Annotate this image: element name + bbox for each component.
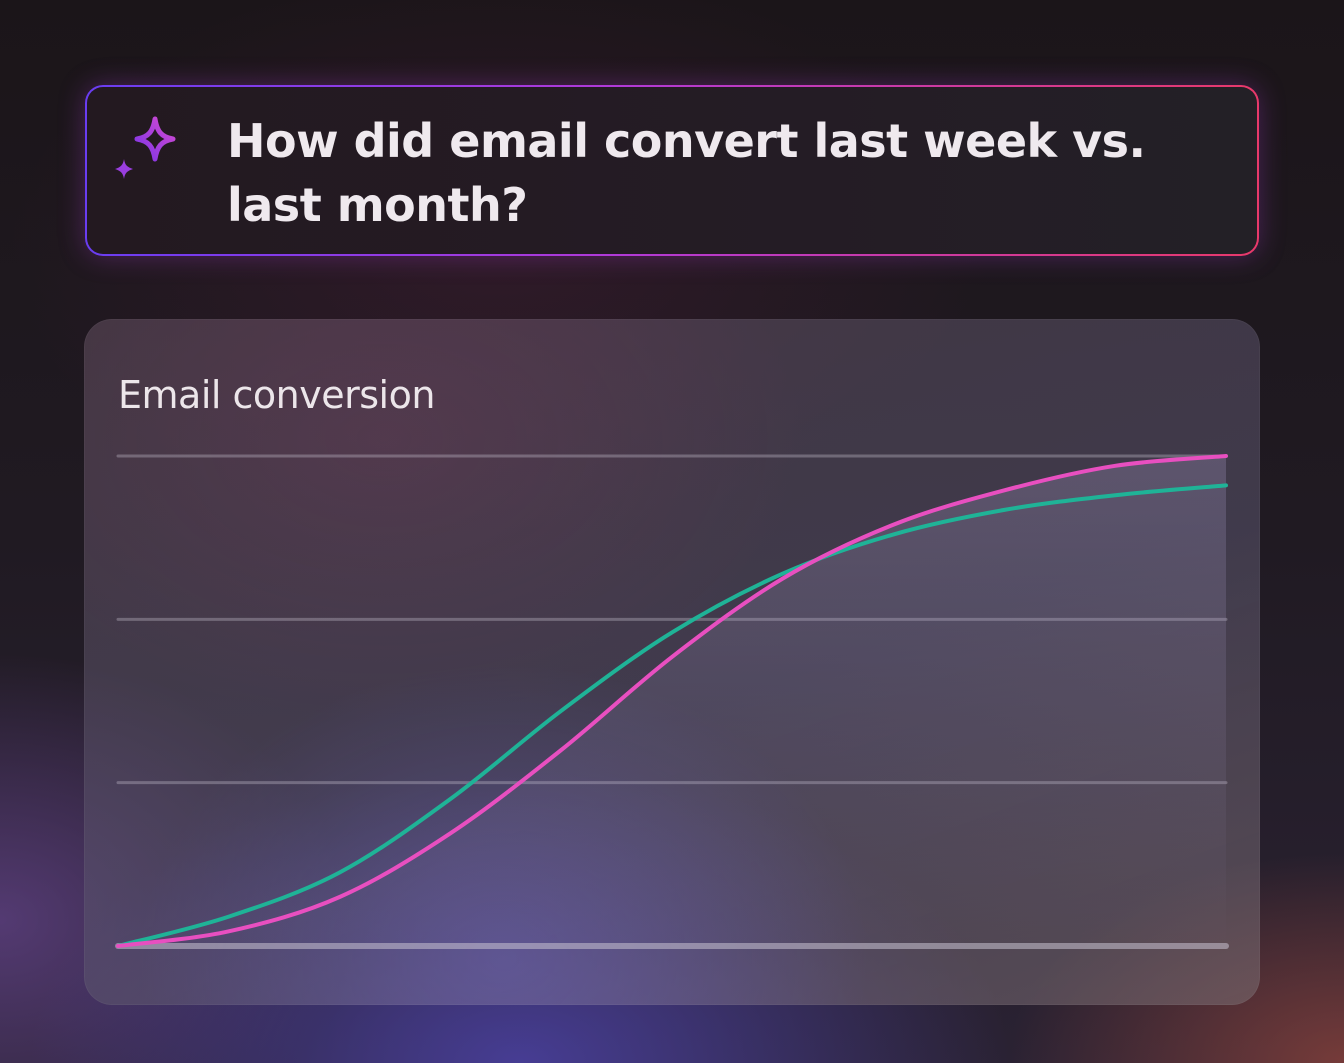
prompt-card: How did email convert last week vs. last…	[85, 85, 1259, 256]
chart-area-fill	[118, 456, 1226, 946]
chart-title: Email conversion	[118, 373, 435, 417]
series-line-2	[116, 454, 1228, 948]
sparkle-icon	[115, 116, 176, 179]
prompt-card-inner: How did email convert last week vs. last…	[87, 87, 1257, 254]
series-line-1	[116, 483, 1228, 948]
chart-card: Email conversion	[84, 319, 1260, 1005]
prompt-question: How did email convert last week vs. last…	[227, 114, 1146, 232]
line-chart	[115, 454, 1229, 949]
